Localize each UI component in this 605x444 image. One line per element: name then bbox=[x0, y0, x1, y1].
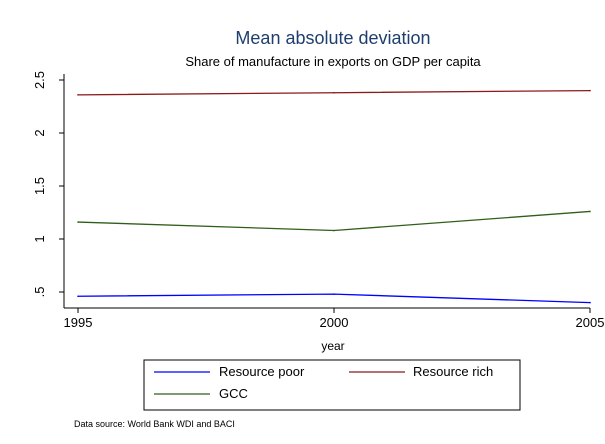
legend: Resource poor Resource rich GCC bbox=[143, 359, 521, 411]
y-tick-label: 2 bbox=[32, 129, 47, 136]
legend-box bbox=[143, 359, 521, 411]
data-point bbox=[77, 221, 79, 223]
plot-area: .5 1 1.5 2 2.5 1995 2000 2005 bbox=[32, 71, 604, 330]
y-tick-label: 1 bbox=[32, 235, 47, 242]
chart-subtitle: Share of manufacture in exports on GDP p… bbox=[185, 54, 481, 69]
data-point bbox=[333, 229, 335, 232]
legend-label: Resource poor bbox=[219, 364, 305, 379]
data-source-note: Data source: World Bank WDI and BACI bbox=[74, 419, 235, 429]
y-tick-label: .5 bbox=[32, 287, 47, 298]
data-point bbox=[589, 210, 591, 213]
legend-label: Resource rich bbox=[413, 364, 493, 379]
y-tick-label: 2.5 bbox=[32, 71, 47, 89]
data-point bbox=[77, 295, 79, 298]
data-point bbox=[77, 94, 79, 96]
y-tick-label: 1.5 bbox=[32, 177, 47, 195]
data-point bbox=[589, 89, 591, 92]
data-point bbox=[333, 293, 335, 295]
legend-label: GCC bbox=[219, 386, 248, 401]
data-point bbox=[333, 91, 335, 94]
x-axis-label: year bbox=[321, 339, 344, 353]
x-tick-label: 2005 bbox=[576, 315, 605, 330]
data-point bbox=[589, 301, 591, 304]
x-tick-label: 2000 bbox=[320, 315, 349, 330]
x-tick-label: 1995 bbox=[64, 315, 93, 330]
chart-title: Mean absolute deviation bbox=[235, 28, 430, 48]
